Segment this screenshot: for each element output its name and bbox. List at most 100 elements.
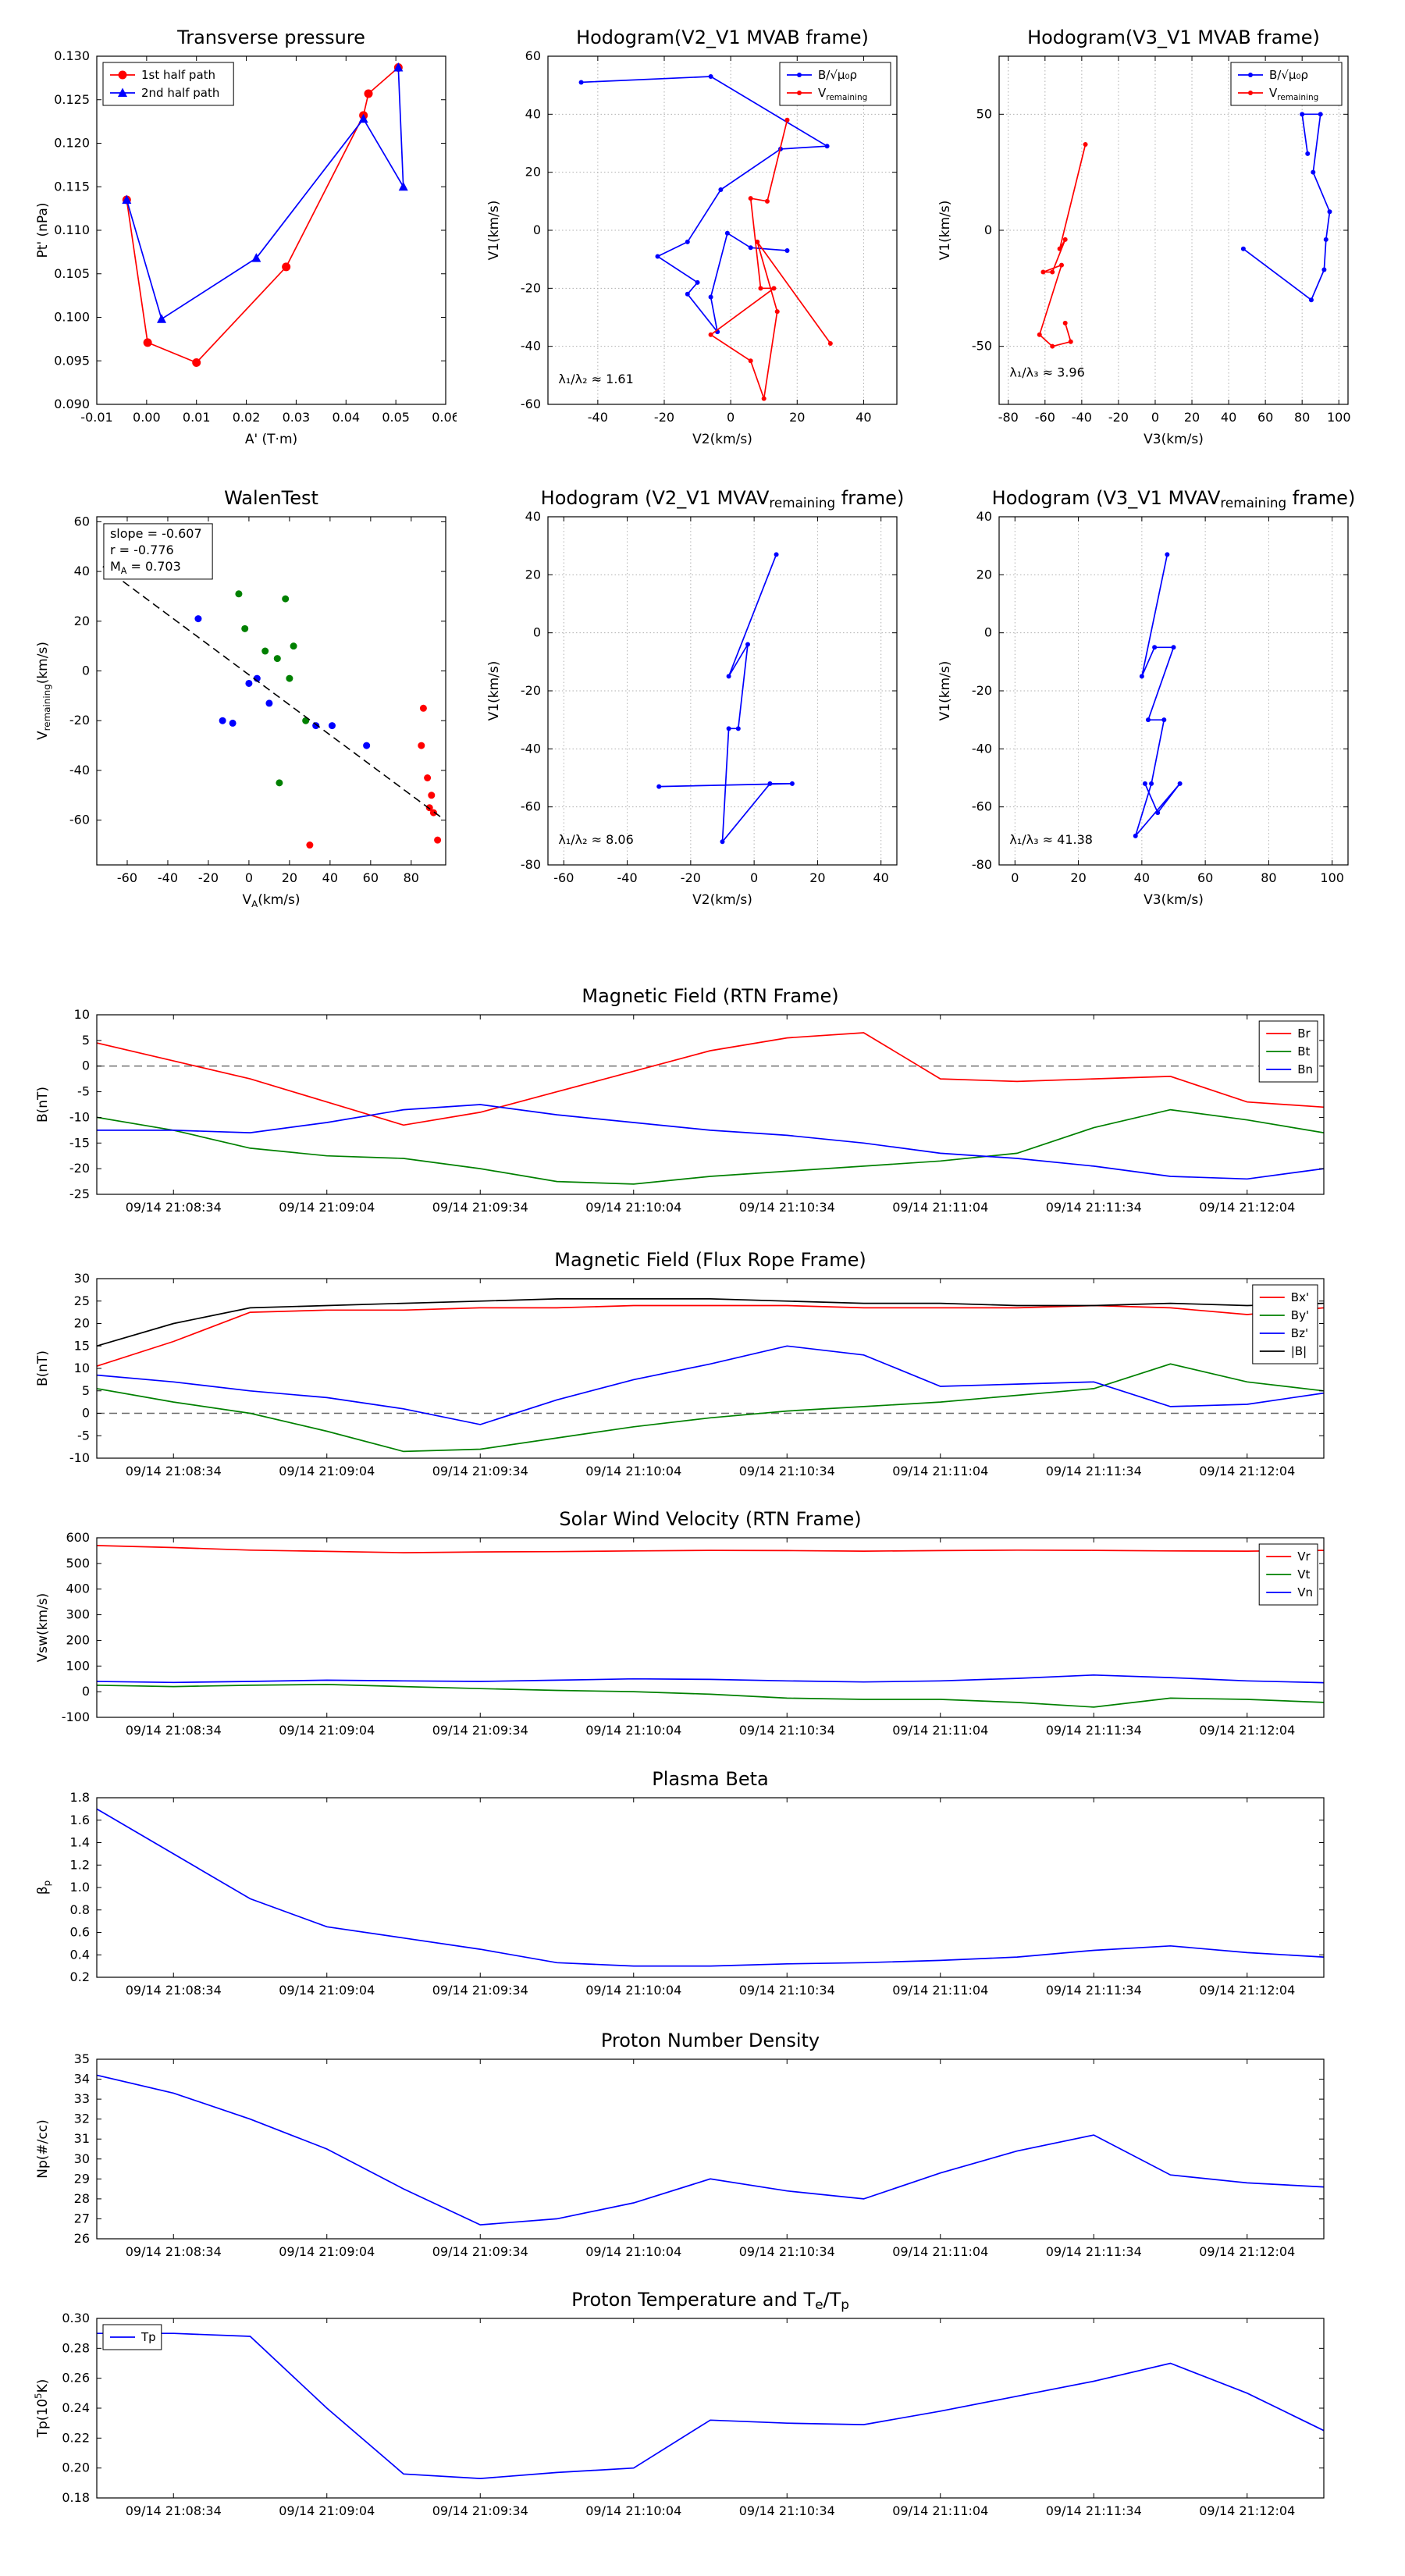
solar-wind-velocity-svg: 09/14 21:08:34 09/14 21:09:04 09/14 21:09:… — [35, 1508, 1325, 1738]
svg-text:MA = 0.703: MA = 0.703 — [110, 559, 181, 576]
svg-text:200: 200 — [66, 1632, 90, 1647]
svg-text:40: 40 — [525, 106, 541, 121]
svg-text:09/14 21:10:34: 09/14 21:10:34 — [739, 1723, 835, 1738]
svg-text:-40: -40 — [1072, 410, 1092, 425]
svg-text:λ₁/λ₂ ≈ 1.61: λ₁/λ₂ ≈ 1.61 — [558, 372, 633, 386]
svg-text:1.8: 1.8 — [70, 1790, 90, 1805]
svg-text:-60: -60 — [553, 870, 574, 885]
svg-text:60: 60 — [525, 48, 541, 63]
svg-text:20: 20 — [282, 870, 297, 885]
svg-text:Bn: Bn — [1297, 1062, 1313, 1076]
svg-text:50: 50 — [976, 106, 992, 121]
svg-text:09/14 21:11:34: 09/14 21:11:34 — [1046, 2244, 1142, 2259]
svg-text:0.18: 0.18 — [62, 2490, 90, 2505]
svg-text:Hodogram(V3_V1 MVAB frame): Hodogram(V3_V1 MVAB frame) — [1027, 27, 1320, 48]
svg-text:-60: -60 — [117, 870, 137, 885]
svg-text:-40: -40 — [521, 741, 541, 756]
svg-text:-20: -20 — [198, 870, 219, 885]
svg-text:40: 40 — [322, 870, 338, 885]
svg-text:09/14 21:09:34: 09/14 21:09:34 — [432, 1723, 528, 1738]
hodogram-v2v1-mvab-svg: -40 -20 0 20 40 -60 -40 -20 0 20 40 60 Hodogram(V2_V… — [486, 27, 898, 447]
svg-text:09/14 21:10:04: 09/14 21:10:04 — [585, 1200, 681, 1215]
svg-text:-0.01: -0.01 — [80, 410, 112, 425]
svg-text:09/14 21:10:34: 09/14 21:10:34 — [739, 2244, 835, 2259]
mag-flux-rope-svg: 09/14 21:08:34 09/14 21:09:04 09/14 21:09:… — [35, 1249, 1325, 1478]
svg-text:09/14 21:11:04: 09/14 21:11:04 — [892, 1200, 988, 1215]
svg-text:-100: -100 — [62, 1710, 90, 1724]
svg-text:30: 30 — [74, 2151, 90, 2166]
svg-text:λ₁/λ₃ ≈ 3.96: λ₁/λ₃ ≈ 3.96 — [1009, 365, 1084, 379]
svg-text:20: 20 — [809, 870, 825, 885]
mag-rtn-svg: 09/14 21:08:34 09/14 21:09:04 09/14 21:09:… — [35, 985, 1325, 1215]
svg-text:V1(km/s): V1(km/s) — [937, 201, 953, 261]
svg-text:09/14 21:09:34: 09/14 21:09:34 — [432, 1464, 528, 1478]
walen-test-svg: -60 -40 -20 0 20 40 60 80 -60 -40 -20 0 20 40 60 WalenT… — [35, 487, 446, 909]
svg-text:09/14 21:11:04: 09/14 21:11:04 — [892, 1723, 988, 1738]
proton-temperature-svg: 09/14 21:08:34 09/14 21:09:04 09/14 21:09:… — [33, 2289, 1325, 2518]
svg-text:V3(km/s): V3(km/s) — [1144, 892, 1204, 908]
svg-text:09/14 21:09:04: 09/14 21:09:04 — [279, 2244, 375, 2259]
svg-text:0.28: 0.28 — [62, 2340, 90, 2355]
svg-text:0.100: 0.100 — [54, 310, 90, 325]
chart-hodogram-v3v1-mvav: 0 20 40 60 80 100 -80 -60 -40 -20 0 20 40 Hodogram (V… — [934, 476, 1359, 913]
svg-text:09/14 21:10:34: 09/14 21:10:34 — [739, 1464, 835, 1478]
chart-transverse-pressure: -0.01 0.00 0.01 0.02 0.03 0.04 0.05 0.06 0.090 0.… — [31, 16, 460, 453]
svg-text:|B|: |B| — [1291, 1344, 1307, 1358]
svg-text:09/14 21:09:34: 09/14 21:09:34 — [432, 1200, 528, 1215]
chart-solar-wind-velocity: 09/14 21:08:34 09/14 21:09:04 09/14 21:09:… — [31, 1499, 1343, 1760]
svg-text:09/14 21:09:34: 09/14 21:09:34 — [432, 1983, 528, 1998]
svg-text:0.20: 0.20 — [62, 2460, 90, 2475]
svg-text:Vr: Vr — [1297, 1550, 1311, 1564]
svg-text:0.30: 0.30 — [62, 2311, 90, 2325]
svg-text:20: 20 — [1184, 410, 1200, 425]
svg-text:09/14 21:09:04: 09/14 21:09:04 — [279, 2503, 375, 2518]
svg-text:0.02: 0.02 — [233, 410, 261, 425]
svg-text:Br: Br — [1297, 1026, 1311, 1041]
svg-text:30: 30 — [74, 1271, 90, 1286]
svg-text:0: 0 — [1151, 410, 1159, 425]
svg-text:Hodogram(V2_V1 MVAB frame): Hodogram(V2_V1 MVAB frame) — [576, 27, 869, 48]
svg-text:20: 20 — [1070, 870, 1086, 885]
chart-magnetic-field-rtn: 09/14 21:08:34 09/14 21:09:04 09/14 21:09:… — [31, 976, 1343, 1237]
svg-text:B/√μ₀ρ: B/√μ₀ρ — [818, 68, 857, 82]
svg-text:λ₁/λ₂ ≈ 8.06: λ₁/λ₂ ≈ 8.06 — [558, 832, 633, 847]
svg-text:15: 15 — [74, 1338, 90, 1353]
chart-magnetic-field-flux-rope: 09/14 21:08:34 09/14 21:09:04 09/14 21:09:… — [31, 1240, 1343, 1501]
svg-text:20: 20 — [74, 1316, 90, 1331]
svg-text:0.24: 0.24 — [62, 2400, 90, 2415]
svg-text:0.03: 0.03 — [283, 410, 311, 425]
svg-text:-60: -60 — [1035, 410, 1055, 425]
svg-text:20: 20 — [976, 567, 992, 582]
svg-text:28: 28 — [74, 2191, 90, 2206]
svg-text:20: 20 — [74, 614, 90, 628]
svg-text:1.6: 1.6 — [70, 1813, 90, 1827]
svg-text:-80: -80 — [998, 410, 1019, 425]
svg-text:By': By' — [1291, 1308, 1309, 1322]
svg-text:0.22: 0.22 — [62, 2430, 90, 2445]
svg-text:Np(#/cc): Np(#/cc) — [35, 2119, 51, 2178]
svg-text:B/√μ₀ρ: B/√μ₀ρ — [1269, 68, 1308, 82]
chart-plasma-beta: 09/14 21:08:34 09/14 21:09:04 09/14 21:09:… — [31, 1759, 1343, 2020]
svg-text:09/14 21:10:34: 09/14 21:10:34 — [739, 1200, 835, 1215]
svg-text:Bx': Bx' — [1291, 1290, 1309, 1304]
svg-text:-80: -80 — [972, 857, 992, 872]
svg-text:60: 60 — [74, 514, 90, 528]
svg-text:Tp: Tp — [140, 2330, 156, 2344]
svg-text:0.01: 0.01 — [183, 410, 211, 425]
svg-text:40: 40 — [74, 564, 90, 578]
svg-text:-40: -40 — [588, 410, 608, 425]
svg-text:-20: -20 — [972, 683, 992, 698]
svg-text:0: 0 — [82, 1684, 90, 1699]
svg-text:40: 40 — [1134, 870, 1150, 885]
svg-text:09/14 21:08:34: 09/14 21:08:34 — [126, 1723, 222, 1738]
svg-text:-15: -15 — [69, 1135, 90, 1150]
svg-text:09/14 21:12:04: 09/14 21:12:04 — [1199, 2244, 1295, 2259]
svg-text:Magnetic Field (RTN Frame): Magnetic Field (RTN Frame) — [582, 985, 838, 1007]
svg-text:20: 20 — [525, 165, 541, 180]
svg-text:0.04: 0.04 — [332, 410, 360, 425]
chart-proton-temperature: 09/14 21:08:34 09/14 21:09:04 09/14 21:09:… — [31, 2279, 1343, 2541]
svg-text:-20: -20 — [521, 280, 541, 295]
svg-text:0.110: 0.110 — [54, 222, 90, 237]
svg-text:0.00: 0.00 — [133, 410, 161, 425]
chart-walen-test: -60 -40 -20 0 20 40 60 80 -60 -40 -20 0 20 40 60 WalenT… — [31, 476, 457, 913]
